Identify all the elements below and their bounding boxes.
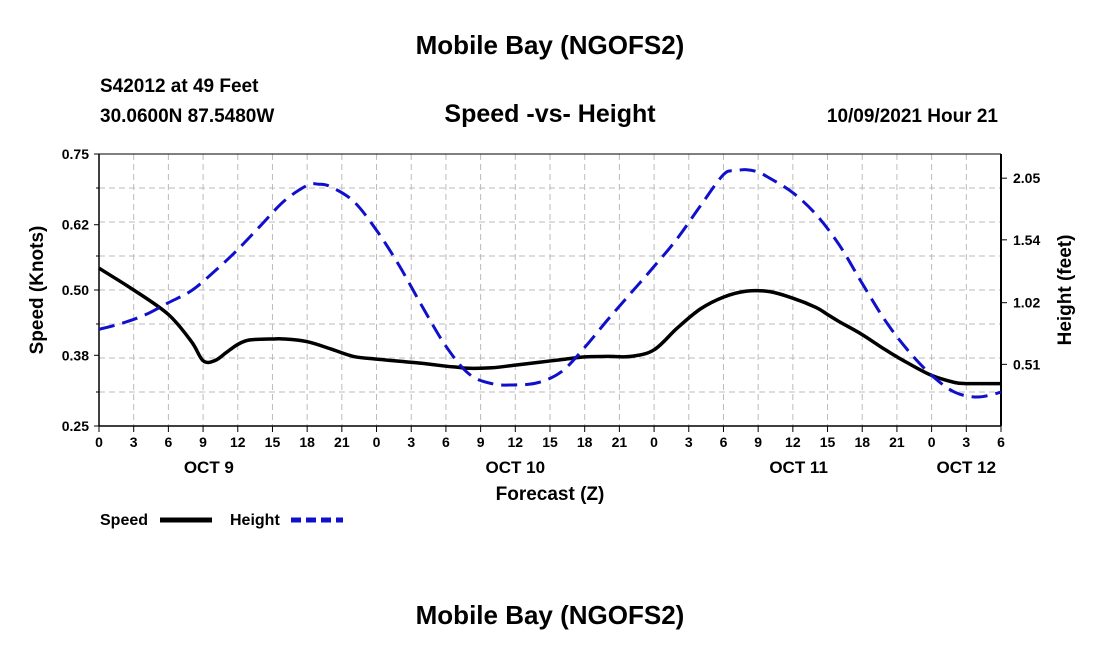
x-axis-title: Forecast (Z) <box>496 484 605 505</box>
x-tick-label: 6 <box>720 434 728 450</box>
x-tick-label: 12 <box>230 434 246 450</box>
y-tick-label: 0.50 <box>62 282 89 298</box>
coordinates-label: 30.0600N 87.5480W <box>100 106 275 127</box>
x-tick-label: 15 <box>542 434 558 450</box>
x-tick-label: 0 <box>928 434 936 450</box>
x-tick-label: 12 <box>508 434 524 450</box>
x-tick-label: 6 <box>442 434 450 450</box>
x-tick-label: 0 <box>373 434 381 450</box>
y2-tick-label: 0.51 <box>1013 356 1040 372</box>
station-label: S42012 at 49 Feet <box>100 76 259 97</box>
date-label: OCT 11 <box>769 458 828 477</box>
x-tick-label: 9 <box>754 434 762 450</box>
x-tick-label: 15 <box>265 434 281 450</box>
y-axis-title: Speed (Knots) <box>27 226 48 355</box>
y-tick-label: 0.25 <box>62 418 89 434</box>
date-label: OCT 12 <box>937 458 997 477</box>
x-tick-label: 3 <box>407 434 415 450</box>
x-tick-label: 18 <box>299 434 315 450</box>
x-tick-label: 12 <box>785 434 801 450</box>
x-tick-label: 3 <box>685 434 693 450</box>
chart-title: Mobile Bay (NGOFS2) <box>415 30 685 60</box>
y2-tick-label: 1.54 <box>1013 232 1040 248</box>
legend-speed-label: Speed <box>100 512 148 529</box>
x-tick-label: 3 <box>962 434 970 450</box>
footer-title: Mobile Bay (NGOFS2) <box>415 600 685 630</box>
x-tick-label: 9 <box>477 434 485 450</box>
chart-subtitle: Speed -vs- Height <box>444 100 656 128</box>
x-tick-label: 18 <box>577 434 593 450</box>
y-tick-label: 0.75 <box>62 146 89 162</box>
date-label: OCT 10 <box>486 458 546 477</box>
x-tick-label: 3 <box>130 434 138 450</box>
series <box>98 168 1002 399</box>
x-tick-label: 0 <box>95 434 103 450</box>
axes <box>94 153 1007 432</box>
legend-height-label: Height <box>230 512 280 529</box>
x-tick-label: 21 <box>612 434 628 450</box>
x-tick-label: 6 <box>997 434 1005 450</box>
date-label: OCT 9 <box>184 458 234 477</box>
x-tick-label: 6 <box>164 434 172 450</box>
y2-tick-label: 2.05 <box>1013 170 1040 186</box>
tick-labels: 0 3 6 9 12 15 18 21 0 3 6 9 12 15 18 21 0 3 6 9 12 15 18 21 0 3 6O… <box>62 146 1041 477</box>
height-series-line <box>98 168 1002 399</box>
forecast-datetime: 10/09/2021 Hour 21 <box>826 106 998 127</box>
x-tick-label: 21 <box>889 434 905 450</box>
x-tick-label: 9 <box>199 434 207 450</box>
x-tick-label: 18 <box>854 434 870 450</box>
x-tick-label: 21 <box>334 434 350 450</box>
grid <box>99 154 1001 426</box>
y-tick-label: 0.62 <box>62 217 89 233</box>
speed-series-line <box>98 266 1001 386</box>
x-tick-label: 0 <box>650 434 658 450</box>
y-tick-label: 0.38 <box>62 347 89 363</box>
legend: Speed Height <box>100 512 343 529</box>
x-tick-label: 15 <box>820 434 836 450</box>
y2-axis-title: Height (feet) <box>1055 235 1076 346</box>
y2-tick-label: 1.02 <box>1013 295 1040 311</box>
